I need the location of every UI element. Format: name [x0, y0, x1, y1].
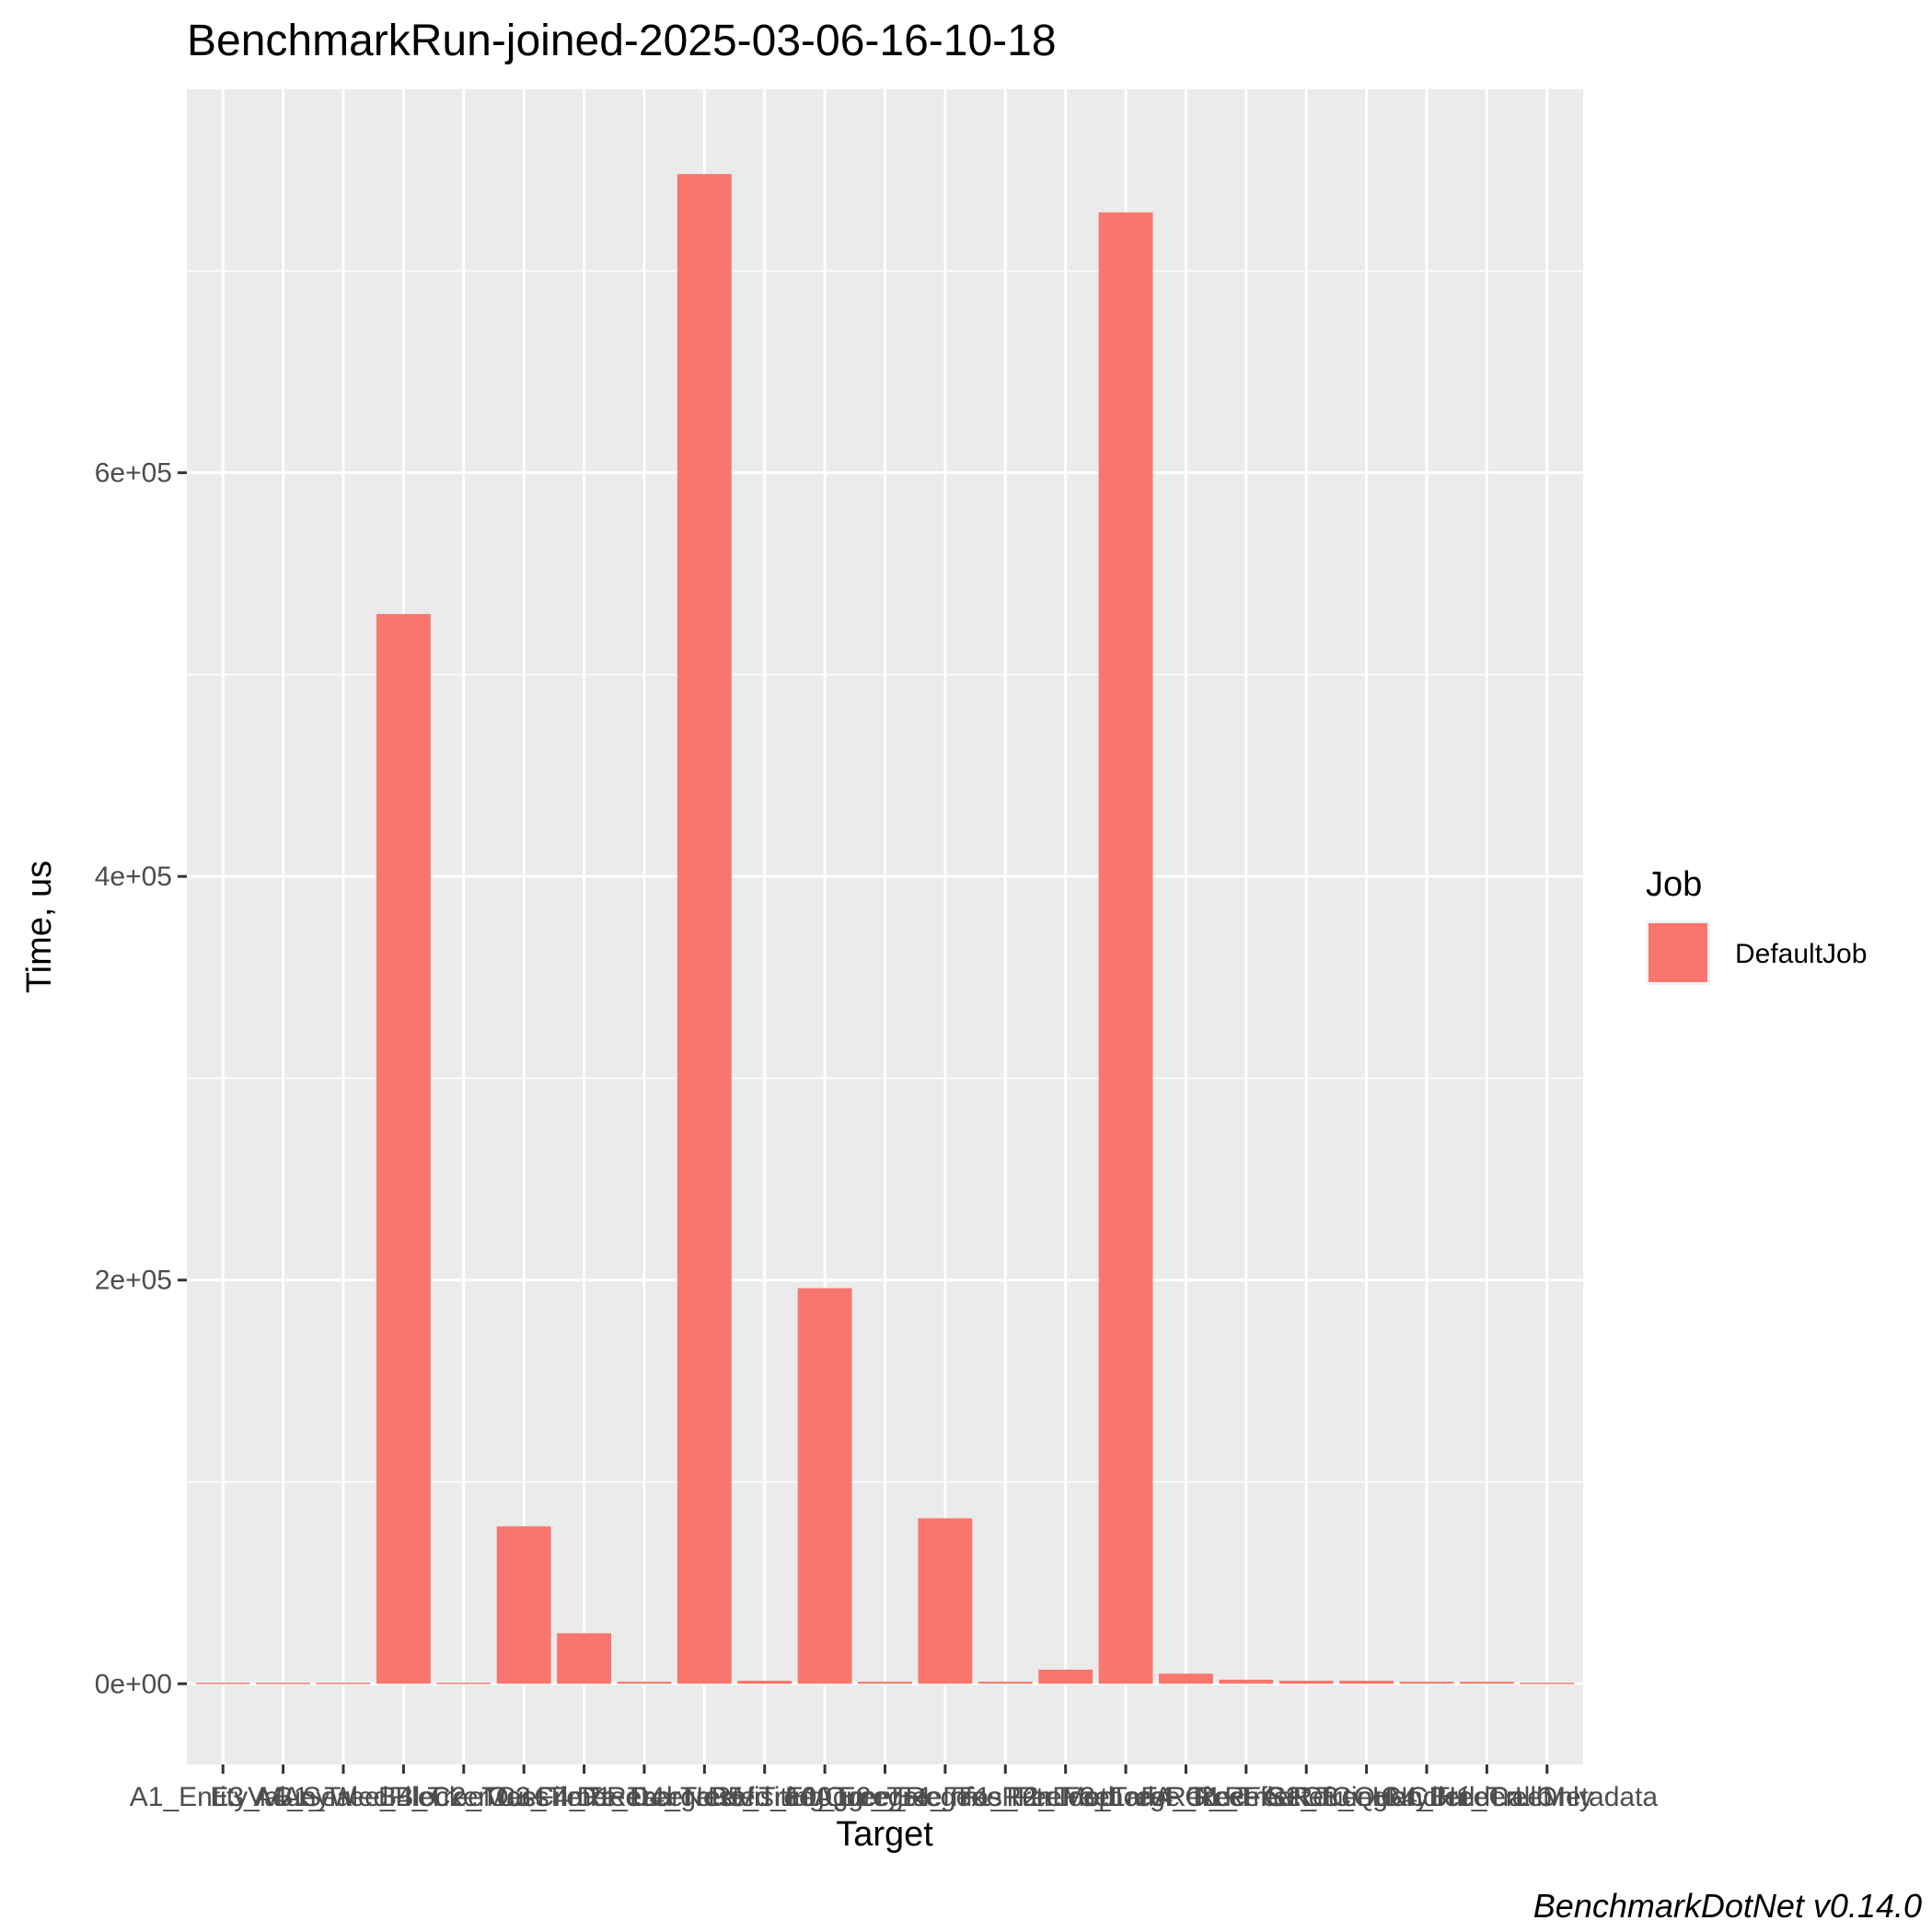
- x-tick-label: C2_TreeFileRe: [431, 1782, 617, 1812]
- bar: [1399, 1682, 1454, 1684]
- caption: BenchmarkDotNet v0.14.0: [1533, 1887, 1922, 1925]
- bar: [1038, 1669, 1093, 1684]
- bar: [1459, 1682, 1514, 1684]
- bar: [677, 174, 732, 1684]
- x-tick-label: B4_TreeMass: [378, 1782, 550, 1812]
- x-tick-label: C4_TreeLargeRef: [534, 1782, 755, 1812]
- x-tick-label: F3_TreeRef_RefSet: [1063, 1782, 1310, 1812]
- bar: [978, 1682, 1033, 1684]
- legend-title: Job: [1646, 865, 1702, 904]
- x-tick-label: E2_TreeInfos_Ptr: [838, 1782, 1053, 1812]
- x-tick-label: B1_Tree_BlockerOut: [275, 1782, 533, 1812]
- x-tick-label: E1_Tree_Regex: [785, 1782, 985, 1812]
- x-tick-label: D5_TreeAggregate: [708, 1782, 942, 1812]
- bar: [496, 1526, 551, 1684]
- legend-swatch: [1649, 923, 1707, 982]
- y-axis-title: Time, us: [20, 861, 59, 993]
- x-tick-label: E3_MAnyW: [210, 1782, 356, 1812]
- x-tick-label: D4_TreeVisitingQuery: [630, 1782, 899, 1812]
- chart-title: BenchmarkRun-joined-2025-03-06-16-10-18: [187, 17, 1057, 65]
- bar: [1278, 1681, 1334, 1684]
- y-tick-label: 6e+05: [95, 458, 172, 489]
- bar: [557, 1633, 611, 1684]
- bar: [617, 1682, 672, 1684]
- bar: [1339, 1681, 1394, 1684]
- x-tick-label: D1_TreeNested_100: [577, 1782, 832, 1812]
- bar: [858, 1682, 912, 1684]
- x-tick-label: A1_EntityValue: [130, 1782, 317, 1812]
- legend: Job DefaultJob: [1646, 865, 1867, 985]
- x-tick-label: G4_TreeCallOnly: [1381, 1782, 1593, 1812]
- x-tick-label: E4_TreeRunLoop: [897, 1782, 1114, 1812]
- x-tick-label: F2_TreeLarge_Rec: [1007, 1782, 1245, 1812]
- bar: [1159, 1673, 1213, 1684]
- y-tick-label: 4e+05: [95, 862, 172, 892]
- y-axis: 0e+00 2e+05 4e+05 6e+05: [95, 458, 187, 1699]
- x-tick-label: G2_TreeHandler: [1264, 1782, 1468, 1812]
- grid-major: [187, 89, 1583, 1764]
- x-tick-label: H1_TreeMetadata: [1436, 1782, 1658, 1812]
- bar: [1219, 1679, 1274, 1684]
- y-tick-label: 0e+00: [95, 1669, 172, 1699]
- bar: [195, 1683, 250, 1684]
- x-axis: A1_EntityValueE3_MAnyWA4_SealedFileB1_Tr…: [130, 1764, 1658, 1812]
- bar: [797, 1288, 852, 1684]
- legend-label: DefaultJob: [1735, 939, 1867, 969]
- x-tick-label: C3_TimeRead: [495, 1782, 672, 1812]
- bar: [1098, 212, 1153, 1684]
- x-tick-label: G3_QueryBuilderLib: [1301, 1782, 1552, 1812]
- bars: [195, 174, 1575, 1684]
- x-tick-label: F1_TreeMethodA: [958, 1782, 1172, 1812]
- bar: [737, 1681, 792, 1684]
- y-tick-label: 2e+05: [95, 1266, 172, 1296]
- bar: [1520, 1683, 1575, 1684]
- bar: [436, 1683, 492, 1684]
- bar: [316, 1683, 371, 1684]
- x-tick-label: F4_TreeFileRefC: [1140, 1782, 1351, 1812]
- x-axis-title: Target: [836, 1815, 933, 1854]
- bar: [376, 614, 431, 1684]
- bar: [256, 1683, 311, 1684]
- x-tick-label: A4_SealedFile: [253, 1782, 433, 1812]
- bar: [918, 1518, 973, 1684]
- x-tick-label: G1_TreeRoutingNC: [1185, 1782, 1428, 1812]
